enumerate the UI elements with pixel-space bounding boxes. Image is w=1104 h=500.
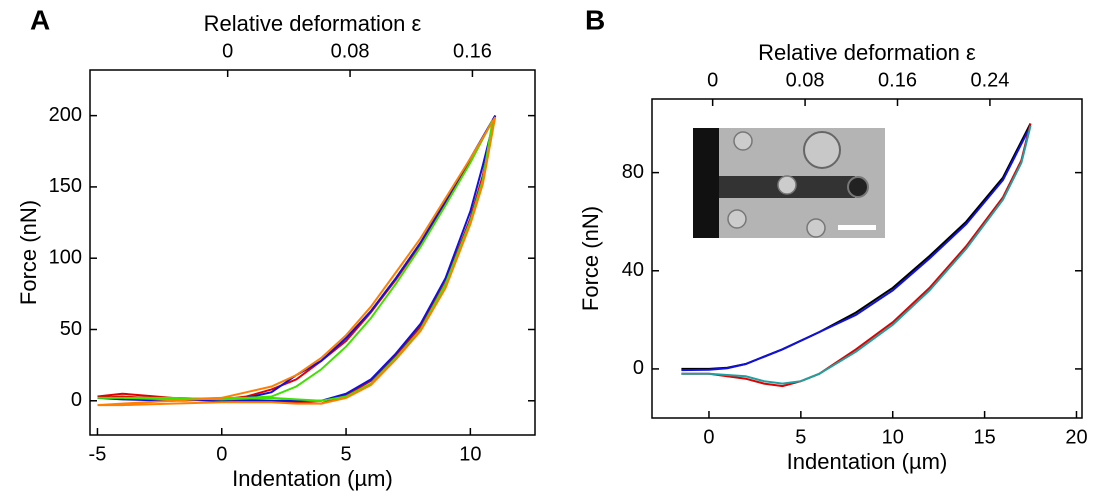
data-line	[97, 115, 497, 405]
x-tick-label: 5	[795, 426, 806, 448]
y-tick-label: 200	[49, 104, 82, 126]
data-line	[97, 116, 497, 407]
panel-label: A	[30, 4, 50, 35]
x-tick-label: 15	[973, 426, 995, 448]
inset-wall	[693, 128, 719, 238]
y-tick-label: 0	[71, 389, 82, 411]
x2-tick-label: 0.16	[453, 40, 492, 62]
x-tick-label: 5	[340, 443, 351, 465]
data-line	[681, 123, 1032, 388]
data-line	[681, 125, 1032, 385]
y-axis-title: Force (nN)	[578, 206, 603, 311]
y-tick-label: 150	[49, 175, 82, 197]
data-line	[97, 119, 494, 402]
x2-tick-label: 0	[707, 69, 718, 91]
x2-tick-label: 0.08	[331, 40, 370, 62]
x2-tick-label: 0	[222, 40, 233, 62]
inset-bead	[847, 176, 869, 198]
inset-cell	[727, 209, 747, 229]
y-tick-label: 80	[622, 161, 644, 183]
y-tick-label: 100	[49, 246, 82, 268]
inset-cell	[803, 131, 841, 169]
data-line	[681, 125, 1032, 372]
x2-tick-label: 0.16	[878, 69, 917, 91]
x-tick-label: 20	[1065, 426, 1087, 448]
y-tick-label: 0	[633, 357, 644, 379]
x-axis-title: Indentation (µm)	[232, 466, 393, 491]
x-tick-label: 10	[882, 426, 904, 448]
inset-cell	[806, 218, 826, 238]
x2-tick-label: 0.08	[786, 69, 825, 91]
y-axis-title: Force (nN)	[16, 200, 41, 305]
y-tick-label: 50	[60, 318, 82, 340]
panel-label: B	[585, 4, 605, 35]
plot-frame	[651, 98, 1083, 419]
y-tick-label: 40	[622, 259, 644, 281]
x-tick-label: 0	[703, 426, 714, 448]
x2-axis-title: Relative deformation ε	[204, 11, 422, 36]
inset-micrograph	[693, 128, 885, 238]
x-tick-label: 10	[459, 443, 481, 465]
x-tick-label: 0	[216, 443, 227, 465]
x-tick-label: -5	[89, 443, 107, 465]
x2-tick-label: 0.24	[970, 69, 1009, 91]
inset-cell	[777, 175, 797, 195]
x2-axis-title: Relative deformation ε	[758, 40, 976, 65]
x-axis-title: Indentation (µm)	[787, 449, 948, 474]
inset-scale-bar	[838, 225, 876, 230]
inset-cell	[733, 131, 753, 151]
data-line	[97, 115, 497, 402]
plot-frame	[89, 69, 536, 436]
